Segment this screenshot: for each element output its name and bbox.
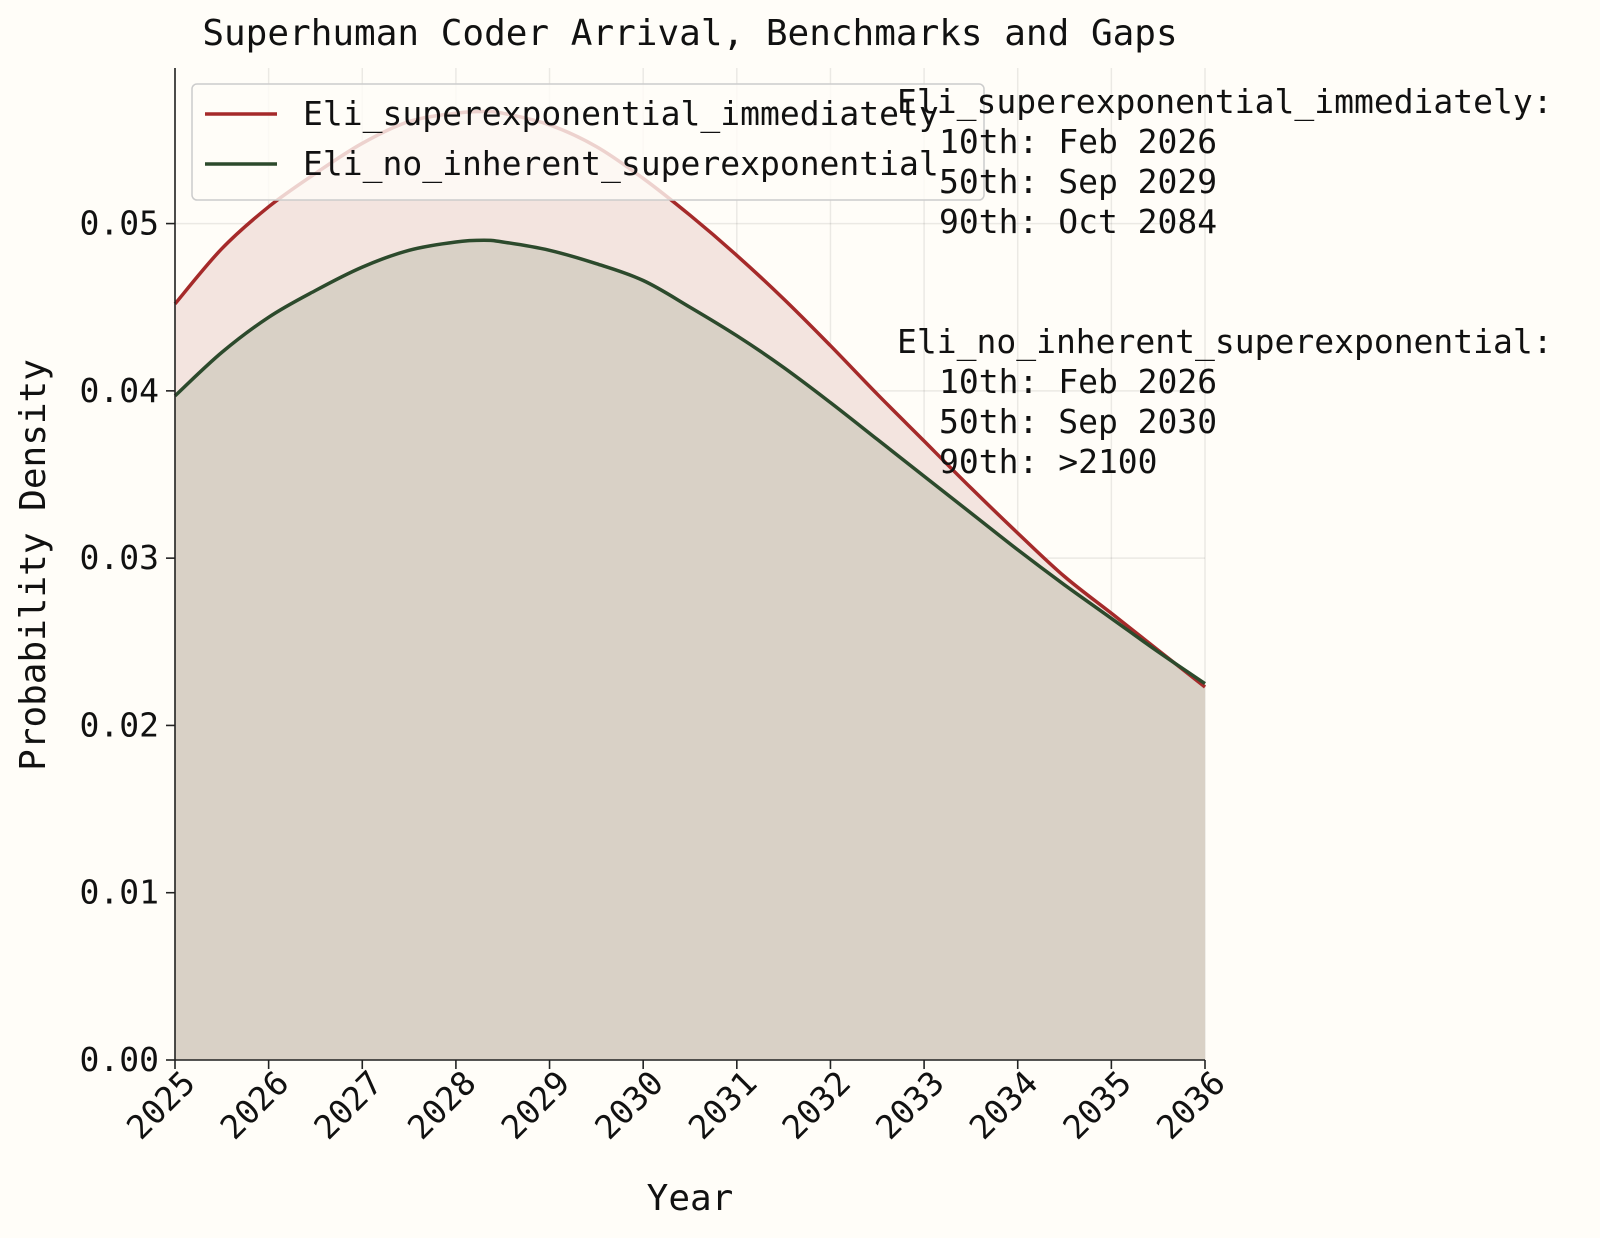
x-tick-label: 2034: [962, 1063, 1046, 1147]
x-tick-label: 2031: [681, 1063, 765, 1147]
y-tick-label: 0.05: [80, 204, 159, 243]
x-tick-label: 2030: [587, 1063, 671, 1147]
x-tick-label: 2026: [213, 1063, 297, 1147]
x-tick-label: 2036: [1149, 1063, 1233, 1147]
x-axis-label: Year: [647, 1178, 734, 1219]
x-tick-label: 2035: [1055, 1063, 1139, 1147]
legend-entry-1: Eli_superexponential_immediately: [303, 94, 939, 134]
series-line-2: [173, 238, 1206, 686]
x-tick-label: 2029: [493, 1063, 577, 1147]
x-tick-label: 2032: [774, 1063, 858, 1147]
x-tick-label: 2033: [868, 1063, 952, 1147]
x-axis-ticks: 2025 2026 2027 2028 2029 2030 2031 2032 2033 2034…: [119, 1060, 1233, 1147]
y-axis-label: Probability Density: [13, 359, 54, 771]
annotation-heading-2: Eli_no_inherent_superexponential:: [897, 322, 1553, 362]
y-tick-label: 0.02: [80, 705, 159, 744]
x-tick-label: 2027: [306, 1063, 390, 1147]
annotation-percentile: 90th: >2100: [939, 442, 1158, 481]
annotation-percentile: 90th: Oct 2084: [939, 202, 1217, 241]
y-axis-ticks: 0.00 0.01 0.02 0.03 0.04 0.05: [80, 204, 175, 1079]
series-area-2: [175, 240, 1205, 1061]
y-tick-label: 0.04: [80, 371, 159, 410]
area-fills: [175, 111, 1205, 1061]
axes: [174, 68, 1205, 1061]
y-tick-label: 0.00: [80, 1040, 159, 1079]
percentile-annotations: Eli_superexponential_immediately:10th: F…: [897, 82, 1553, 481]
legend-frame: [191, 83, 985, 201]
annotation-percentile: 10th: Feb 2026: [939, 122, 1217, 161]
y-tick-label: 0.01: [80, 873, 159, 912]
annotation-percentile: 10th: Feb 2026: [939, 362, 1217, 401]
annotation-heading-1: Eli_superexponential_immediately:: [897, 82, 1553, 122]
chart-title: Superhuman Coder Arrival, Benchmarks and…: [202, 13, 1177, 54]
legend: Eli_superexponential_immediately Eli_no_i…: [191, 83, 985, 201]
y-tick-label: 0.03: [80, 538, 159, 577]
annotation-percentile: 50th: Sep 2030: [939, 402, 1217, 441]
annotation-percentile: 50th: Sep 2029: [939, 162, 1217, 201]
legend-entry-2: Eli_no_inherent_superexponential: [303, 144, 939, 184]
x-tick-label: 2028: [400, 1063, 484, 1147]
